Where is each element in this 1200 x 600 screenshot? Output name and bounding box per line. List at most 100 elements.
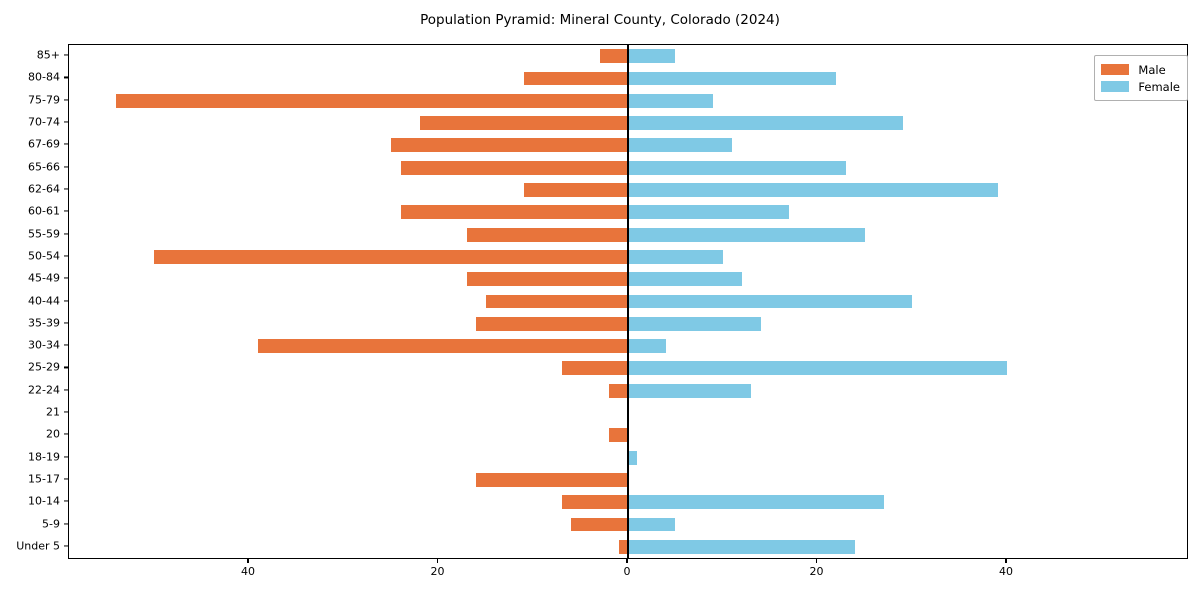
y-axis-tick-mark bbox=[64, 389, 68, 391]
bar-female bbox=[628, 205, 790, 220]
bar-row bbox=[69, 294, 1187, 309]
bar-female bbox=[628, 183, 998, 197]
bar-row bbox=[69, 316, 1187, 331]
zero-axis-line bbox=[627, 45, 629, 558]
bar-male bbox=[391, 138, 628, 153]
bar-male bbox=[485, 294, 628, 309]
y-axis-tick-label: 35-39 bbox=[28, 316, 60, 330]
x-axis-tick-mark bbox=[626, 559, 628, 563]
bar-female bbox=[628, 93, 714, 108]
y-axis-tick-mark bbox=[64, 143, 68, 145]
x-axis-tick-mark bbox=[1005, 559, 1007, 563]
bar-female bbox=[628, 49, 676, 64]
y-axis-tick-mark bbox=[64, 545, 68, 547]
x-axis-tick-mark bbox=[436, 559, 439, 563]
x-axis-tick-mark bbox=[247, 559, 249, 563]
bar-row bbox=[69, 116, 1187, 130]
chart-title: Population Pyramid: Mineral County, Colo… bbox=[420, 12, 780, 28]
y-axis-tick-label: 5-9 bbox=[42, 517, 60, 531]
y-axis-tick-label: 20 bbox=[46, 427, 60, 441]
bar-row bbox=[69, 71, 1187, 86]
y-axis-tick-label: 45-49 bbox=[28, 271, 60, 285]
bar-male bbox=[561, 361, 628, 376]
y-axis-tick-label: 22-24 bbox=[28, 383, 60, 397]
y-axis: 85+ 80-84 75-79 70-74 67-69 65-66 62-64 60-61 55… bbox=[0, 44, 68, 559]
bar-row bbox=[69, 138, 1187, 153]
y-axis-tick-label: Under 5 bbox=[16, 539, 60, 553]
y-axis-tick-mark bbox=[64, 299, 68, 302]
x-axis-tick-label: 40 bbox=[241, 565, 256, 578]
bar-male bbox=[466, 272, 628, 287]
y-axis-tick-label: 67-69 bbox=[28, 137, 60, 151]
bar-row bbox=[69, 428, 1187, 443]
legend-label-male: Male bbox=[1138, 62, 1166, 77]
bar-female bbox=[628, 116, 903, 130]
bar-row bbox=[69, 49, 1187, 64]
bar-female bbox=[628, 227, 865, 242]
bar-female bbox=[628, 316, 761, 331]
bar-female bbox=[628, 138, 733, 153]
y-axis-tick-mark bbox=[64, 54, 68, 56]
bar-row bbox=[69, 249, 1187, 264]
bar-row bbox=[69, 539, 1187, 554]
bar-male bbox=[618, 539, 628, 554]
bar-female bbox=[628, 160, 846, 175]
bars-layer bbox=[69, 45, 1187, 558]
bar-male bbox=[419, 116, 628, 130]
bar-male bbox=[154, 249, 628, 264]
y-axis-tick-marks bbox=[64, 44, 74, 559]
y-axis-tick-label: 50-54 bbox=[28, 249, 60, 263]
y-axis-tick-mark bbox=[64, 456, 68, 458]
bar-row bbox=[69, 272, 1187, 287]
bar-row bbox=[69, 160, 1187, 175]
bar-row bbox=[69, 227, 1187, 242]
legend-label-female: Female bbox=[1138, 79, 1180, 94]
legend-item-male: Male bbox=[1101, 61, 1180, 78]
bar-male bbox=[400, 160, 628, 175]
y-axis-tick-label: 40-44 bbox=[28, 294, 60, 307]
bar-row bbox=[69, 383, 1187, 398]
bar-male bbox=[116, 93, 628, 108]
bar-row bbox=[69, 93, 1187, 108]
legend-item-female: Female bbox=[1101, 78, 1180, 95]
legend-swatch-female-icon bbox=[1101, 81, 1130, 92]
y-axis-tick-mark bbox=[64, 76, 68, 78]
bar-male bbox=[609, 428, 628, 443]
y-axis-tick-label: 80-84 bbox=[28, 70, 60, 84]
y-axis-tick-label: 10-14 bbox=[28, 494, 60, 508]
y-axis-tick-label: 15-17 bbox=[28, 472, 60, 486]
y-axis-tick-label: 55-59 bbox=[28, 227, 60, 241]
y-axis-tick-mark bbox=[64, 121, 68, 123]
bar-male bbox=[476, 316, 628, 331]
bar-female bbox=[628, 495, 884, 510]
bar-female bbox=[628, 339, 666, 354]
y-axis-tick-label: 62-64 bbox=[28, 182, 60, 196]
bar-row bbox=[69, 339, 1187, 354]
bar-male bbox=[476, 473, 628, 487]
bar-row bbox=[69, 517, 1187, 532]
y-axis-tick-mark bbox=[64, 233, 68, 235]
bar-female bbox=[628, 361, 1007, 376]
y-axis-tick-mark bbox=[64, 99, 68, 101]
bar-male bbox=[599, 49, 628, 64]
bar-row bbox=[69, 361, 1187, 376]
bar-male bbox=[609, 383, 628, 398]
y-axis-tick-label: 60-61 bbox=[28, 204, 60, 218]
bar-male bbox=[571, 517, 628, 532]
bar-row bbox=[69, 183, 1187, 197]
y-axis-tick-mark bbox=[64, 210, 68, 212]
y-axis-tick-mark bbox=[64, 478, 68, 480]
x-axis-tick-mark bbox=[815, 559, 818, 563]
bar-female bbox=[628, 517, 676, 532]
y-axis-tick-mark bbox=[64, 411, 68, 413]
y-axis-tick-mark bbox=[64, 166, 68, 168]
y-axis-tick-label: 21 bbox=[46, 405, 60, 419]
y-axis-tick-label: 70-74 bbox=[28, 115, 60, 129]
plot-area bbox=[68, 44, 1188, 559]
y-axis-tick-mark bbox=[64, 322, 68, 324]
y-axis-tick-mark bbox=[64, 433, 68, 435]
y-axis-tick-mark bbox=[64, 366, 68, 368]
x-axis-tick-label: 20 bbox=[809, 565, 824, 578]
y-axis-tick-mark bbox=[64, 255, 68, 257]
